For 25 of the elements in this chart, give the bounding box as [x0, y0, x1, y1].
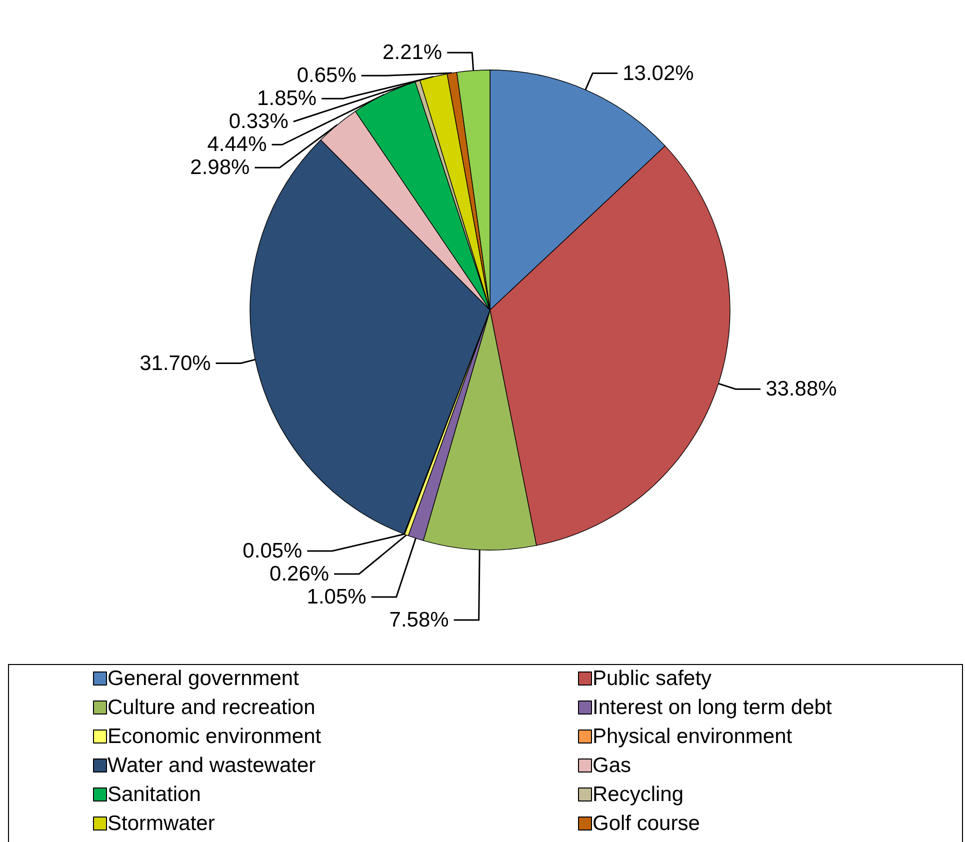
data-label: 1.05%	[306, 585, 366, 608]
data-label: 7.58%	[389, 608, 449, 632]
data-label: 0.33%	[228, 110, 288, 134]
data-label: 31.70%	[140, 352, 211, 375]
legend-label: Sanitation	[108, 783, 201, 806]
legend-label: Culture and recreation	[108, 696, 316, 719]
legend-label: Public safety	[592, 667, 712, 690]
data-label: 0.26%	[270, 562, 330, 586]
legend-label: Golf course	[592, 812, 700, 835]
data-label: 33.88%	[766, 378, 837, 401]
legend-label: Recycling	[592, 783, 684, 806]
data-label: 2.98%	[190, 156, 250, 180]
legend-label: Water and wastewater	[108, 754, 316, 777]
legend-label: Stormwater	[108, 812, 215, 835]
data-label: 0.65%	[296, 64, 356, 88]
legend-label: Interest on long term debt	[592, 696, 832, 719]
legend-label: Physical environment	[592, 725, 792, 748]
legend-label: Economic environment	[108, 725, 322, 748]
data-label: 13.02%	[622, 62, 694, 85]
legend-label: General government	[108, 667, 300, 690]
data-label: 1.85%	[257, 87, 317, 110]
data-label: 4.44%	[207, 133, 267, 156]
data-label: 0.05%	[242, 539, 302, 562]
legend-label: Gas	[592, 754, 632, 777]
data-label: 2.21%	[382, 41, 442, 64]
